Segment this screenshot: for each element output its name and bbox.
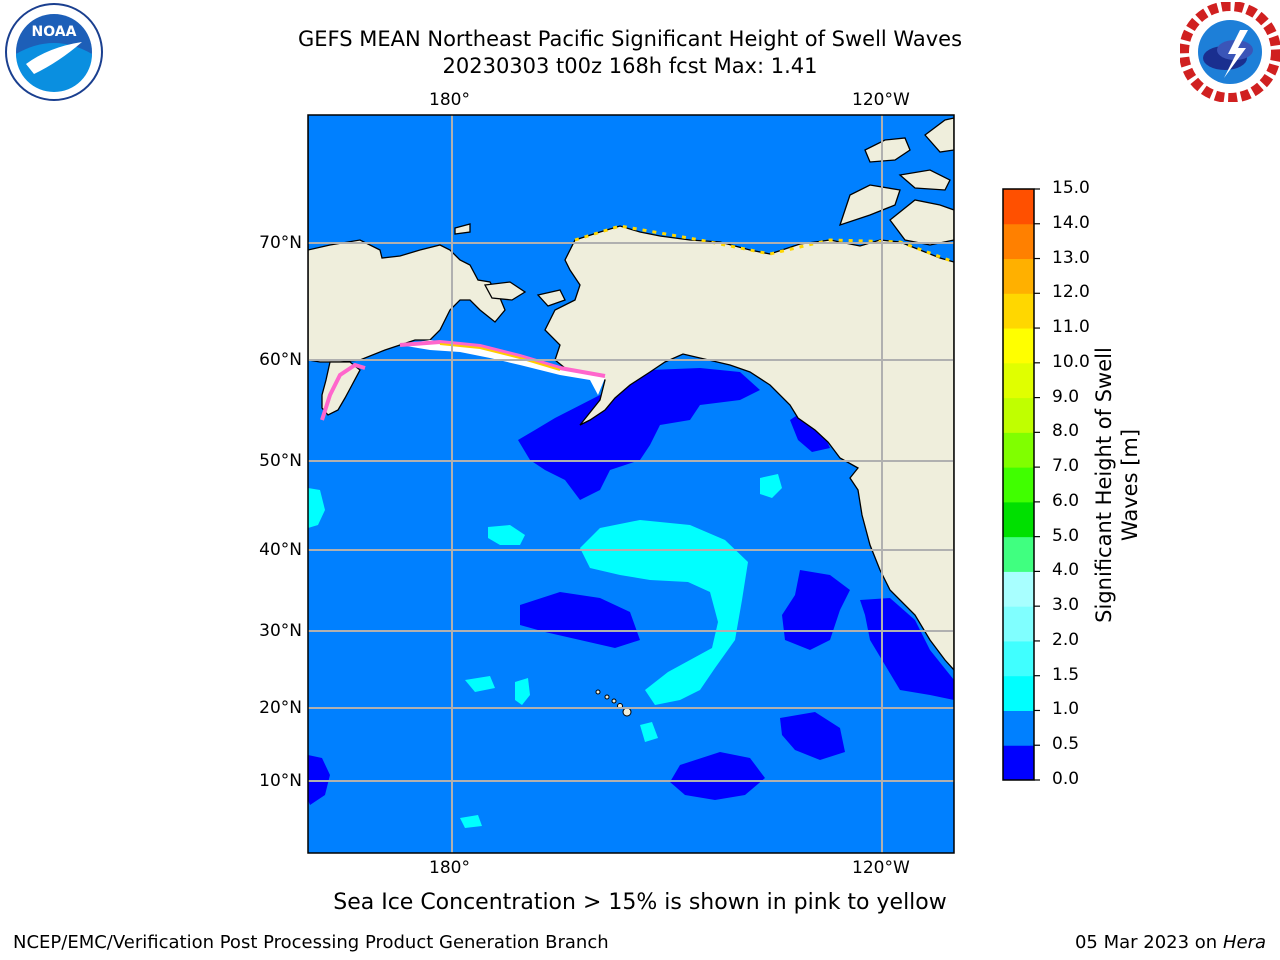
colorbar-label: Significant Height of Swell Waves [m]	[1092, 347, 1142, 623]
graticule	[308, 115, 954, 853]
colorbar-swatch	[1003, 432, 1034, 468]
colorbar-tick-label: 7.0	[1052, 456, 1080, 477]
colorbar-tick-label: 4.0	[1052, 560, 1080, 581]
colorbar-tick-label: 5.0	[1052, 525, 1080, 546]
nws-logo	[1180, 2, 1280, 102]
colorbar-swatch	[1003, 536, 1034, 572]
colorbar-swatch	[1003, 640, 1034, 677]
colorbar-swatch	[1003, 745, 1034, 781]
lat-label-10n: 10°N	[259, 771, 302, 791]
colorbar-swatch	[1003, 189, 1034, 225]
colorbar-frame	[1002, 188, 1035, 781]
noaa-logo-text: NOAA	[32, 24, 77, 40]
footer-date-text: 05 Mar 2023 on	[1074, 932, 1218, 953]
colorbar-swatch	[1003, 362, 1034, 399]
colorbar-tick-label: 0.5	[1052, 734, 1080, 755]
lat-label-20n: 20°N	[259, 698, 302, 718]
colorbar-swatch	[1003, 501, 1034, 538]
colorbar-swatch	[1003, 258, 1034, 294]
map-frame	[307, 114, 955, 854]
footer-host: Hera	[1222, 932, 1266, 953]
noaa-logo: NOAA	[5, 3, 103, 101]
lat-label-40n: 40°N	[259, 540, 302, 560]
colorbar-tick-label: 14.0	[1052, 212, 1090, 233]
lat-label-50n: 50°N	[259, 451, 302, 471]
footer-date: 05 Mar 2023 on Hera	[1075, 932, 1266, 953]
lon-label-120w-top: 120°W	[852, 90, 910, 110]
colorbar-swatch	[1003, 397, 1034, 433]
colorbar-tick-label: 3.0	[1052, 595, 1080, 616]
colorbar-tick-label: 15.0	[1052, 178, 1090, 198]
colorbar-swatch	[1003, 223, 1034, 260]
colorbar-swatch	[1003, 571, 1034, 607]
colorbar-tick-label: 13.0	[1052, 247, 1090, 268]
colorbar-tick-label: 9.0	[1052, 386, 1080, 407]
colorbar-tick-label: 10.0	[1052, 351, 1090, 372]
colorbar-swatch	[1003, 328, 1034, 364]
colorbar-tick-label: 2.0	[1052, 629, 1080, 650]
colorbar-tick-label: 1.5	[1052, 664, 1080, 685]
lat-label-60n: 60°N	[259, 350, 302, 370]
lon-label-120w-bottom: 120°W	[852, 858, 910, 878]
colorbar-swatch	[1003, 293, 1034, 329]
mid-swell-regions	[308, 474, 782, 828]
colorbar-tick-label: 6.0	[1052, 490, 1080, 511]
colorbar-tick-label: 1.0	[1052, 699, 1080, 720]
colorbar	[1003, 188, 1040, 781]
lat-label-70n: 70°N	[259, 233, 302, 253]
lon-label-180-top: 180°	[429, 90, 470, 110]
colorbar-swatch	[1003, 606, 1034, 642]
footer-credit: NCEP/EMC/Verification Post Processing Pr…	[13, 932, 609, 953]
colorbar-swatch	[1003, 710, 1034, 746]
colorbar-tick-label: 0.0	[1052, 769, 1080, 789]
colorbar-swatch	[1003, 675, 1034, 711]
colorbar-tick-label: 12.0	[1052, 282, 1090, 303]
chart-title: GEFS MEAN Northeast Pacific Significant …	[297, 27, 963, 51]
colorbar-tick-label: 11.0	[1052, 317, 1090, 338]
lat-label-30n: 30°N	[259, 621, 302, 641]
sea-ice-note: Sea Ice Concentration > 15% is shown in …	[333, 890, 947, 915]
colorbar-tick-label: 8.0	[1052, 421, 1080, 442]
chart-subtitle: 20230303 t00z 168h fcst Max: 1.41	[442, 54, 818, 78]
lon-label-180-bottom: 180°	[429, 858, 470, 878]
colorbar-swatch	[1003, 467, 1034, 503]
